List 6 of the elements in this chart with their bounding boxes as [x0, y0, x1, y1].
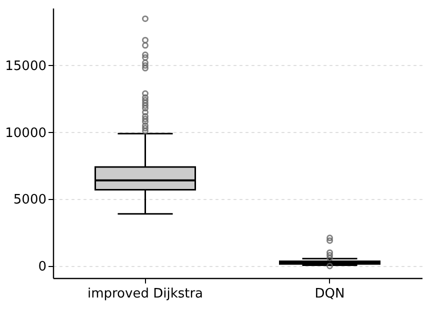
- y-tick-label: 10000: [5, 126, 46, 141]
- y-tick-label: 15000: [5, 58, 46, 74]
- y-tick-label: 0: [38, 259, 46, 274]
- x-tick-label: DQN: [314, 286, 345, 302]
- y-tick-label: 5000: [13, 192, 46, 208]
- x-tick-label: improved Dijkstra: [87, 286, 204, 302]
